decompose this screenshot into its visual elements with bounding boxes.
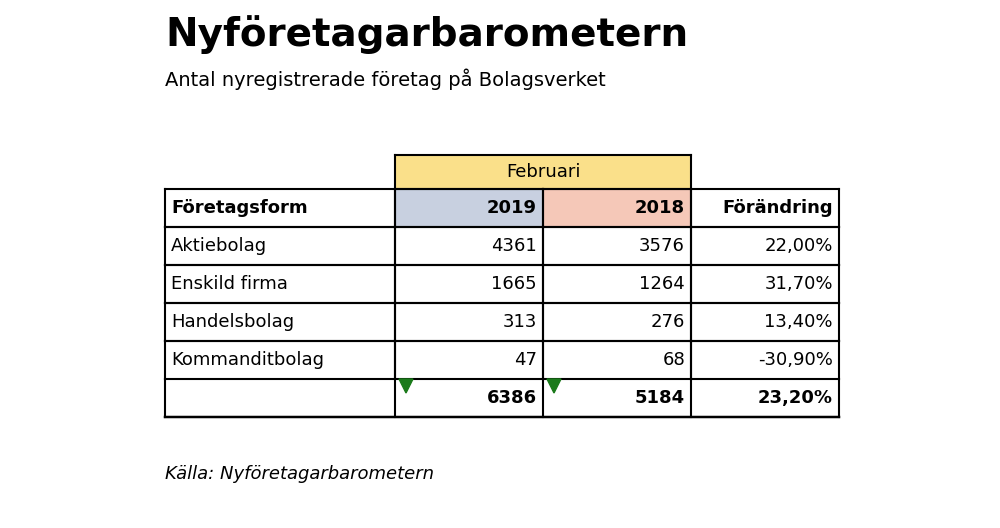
Text: 6386: 6386 (487, 389, 537, 407)
Text: 31,70%: 31,70% (765, 275, 833, 293)
Text: Handelsbolag: Handelsbolag (171, 313, 294, 331)
Bar (395, 155, 691, 189)
Bar (691, 265, 839, 303)
Bar (691, 227, 839, 265)
Text: 1264: 1264 (639, 275, 685, 293)
Bar (395, 265, 543, 303)
Polygon shape (547, 379, 561, 393)
Text: 47: 47 (514, 351, 537, 369)
Bar (395, 303, 543, 341)
Bar (165, 227, 395, 265)
Text: Förändring: Förändring (722, 199, 833, 217)
Bar (165, 341, 395, 379)
Bar (395, 189, 543, 227)
Bar (165, 189, 395, 227)
Text: Aktiebolag: Aktiebolag (171, 237, 267, 255)
Text: Källa: Nyföretagarbarometern: Källa: Nyföretagarbarometern (165, 465, 434, 483)
Bar (165, 265, 395, 303)
Text: 68: 68 (662, 351, 685, 369)
Bar (543, 341, 691, 379)
Text: -30,90%: -30,90% (758, 351, 833, 369)
Bar (543, 227, 691, 265)
Text: 1665: 1665 (491, 275, 537, 293)
Text: Antal nyregistrerade företag på Bolagsverket: Antal nyregistrerade företag på Bolagsve… (165, 68, 606, 90)
Text: 4361: 4361 (491, 237, 537, 255)
Text: 3576: 3576 (639, 237, 685, 255)
Bar (543, 189, 691, 227)
Text: 276: 276 (651, 313, 685, 331)
Text: 5184: 5184 (635, 389, 685, 407)
Bar (165, 303, 395, 341)
Polygon shape (399, 379, 413, 393)
Bar (691, 189, 839, 227)
Bar (395, 341, 543, 379)
Bar (395, 227, 543, 265)
Text: Företagsform: Företagsform (171, 199, 308, 217)
Bar (543, 303, 691, 341)
Text: Enskild firma: Enskild firma (171, 275, 288, 293)
Text: Nyföretagarbarometern: Nyföretagarbarometern (165, 15, 688, 54)
Text: 313: 313 (503, 313, 537, 331)
Text: 13,40%: 13,40% (765, 313, 833, 331)
Bar (543, 265, 691, 303)
Text: 22,00%: 22,00% (765, 237, 833, 255)
Text: 2019: 2019 (487, 199, 537, 217)
Bar (691, 341, 839, 379)
Bar (691, 303, 839, 341)
Text: 23,20%: 23,20% (758, 389, 833, 407)
Text: 2018: 2018 (635, 199, 685, 217)
Text: Februari: Februari (506, 163, 580, 181)
Text: Kommanditbolag: Kommanditbolag (171, 351, 324, 369)
